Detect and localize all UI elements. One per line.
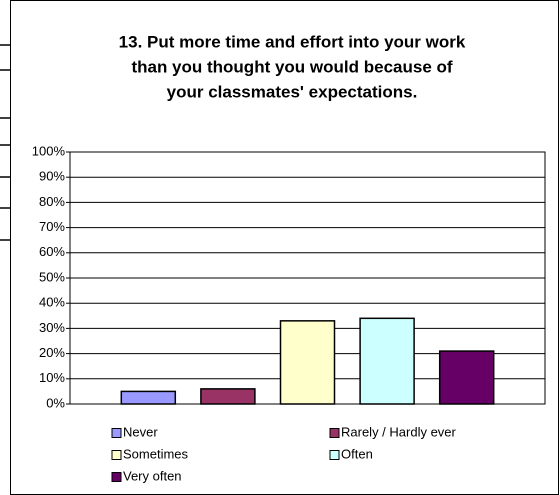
bar — [438, 350, 495, 405]
bar — [200, 388, 256, 405]
legend-marker — [329, 428, 340, 438]
y-tick-label: 20% — [39, 345, 65, 360]
legend-marker — [111, 472, 122, 482]
y-tick-label: 30% — [39, 320, 65, 335]
legend-label: Never — [123, 424, 158, 439]
chart-title: 13. Put more time and effort into your w… — [119, 32, 466, 51]
y-tick-label: 70% — [39, 219, 65, 234]
legend-label: Often — [341, 446, 373, 461]
bar — [279, 320, 336, 405]
legend-label: Very often — [123, 468, 182, 483]
background-lines — [0, 44, 10, 241]
y-tick-label: 60% — [39, 244, 65, 259]
y-tick-label: 50% — [39, 269, 65, 284]
legend-label: Rarely / Hardly ever — [341, 424, 457, 439]
y-tick-label: 90% — [39, 169, 65, 184]
legend-marker — [111, 450, 122, 460]
legend-label: Sometimes — [123, 446, 189, 461]
y-tick-label: 40% — [39, 295, 65, 310]
y-tick-label: 100% — [32, 143, 66, 158]
y-tick-label: 80% — [39, 194, 65, 209]
chart-title: your classmates' expectations. — [167, 82, 418, 101]
legend-marker — [111, 428, 122, 438]
y-tick-label: 0% — [46, 395, 65, 410]
bar — [359, 317, 415, 405]
chart-title: than you thought you would because of — [131, 57, 452, 76]
legend-marker — [329, 450, 340, 460]
bar — [120, 390, 177, 405]
y-tick-label: 10% — [39, 370, 65, 385]
